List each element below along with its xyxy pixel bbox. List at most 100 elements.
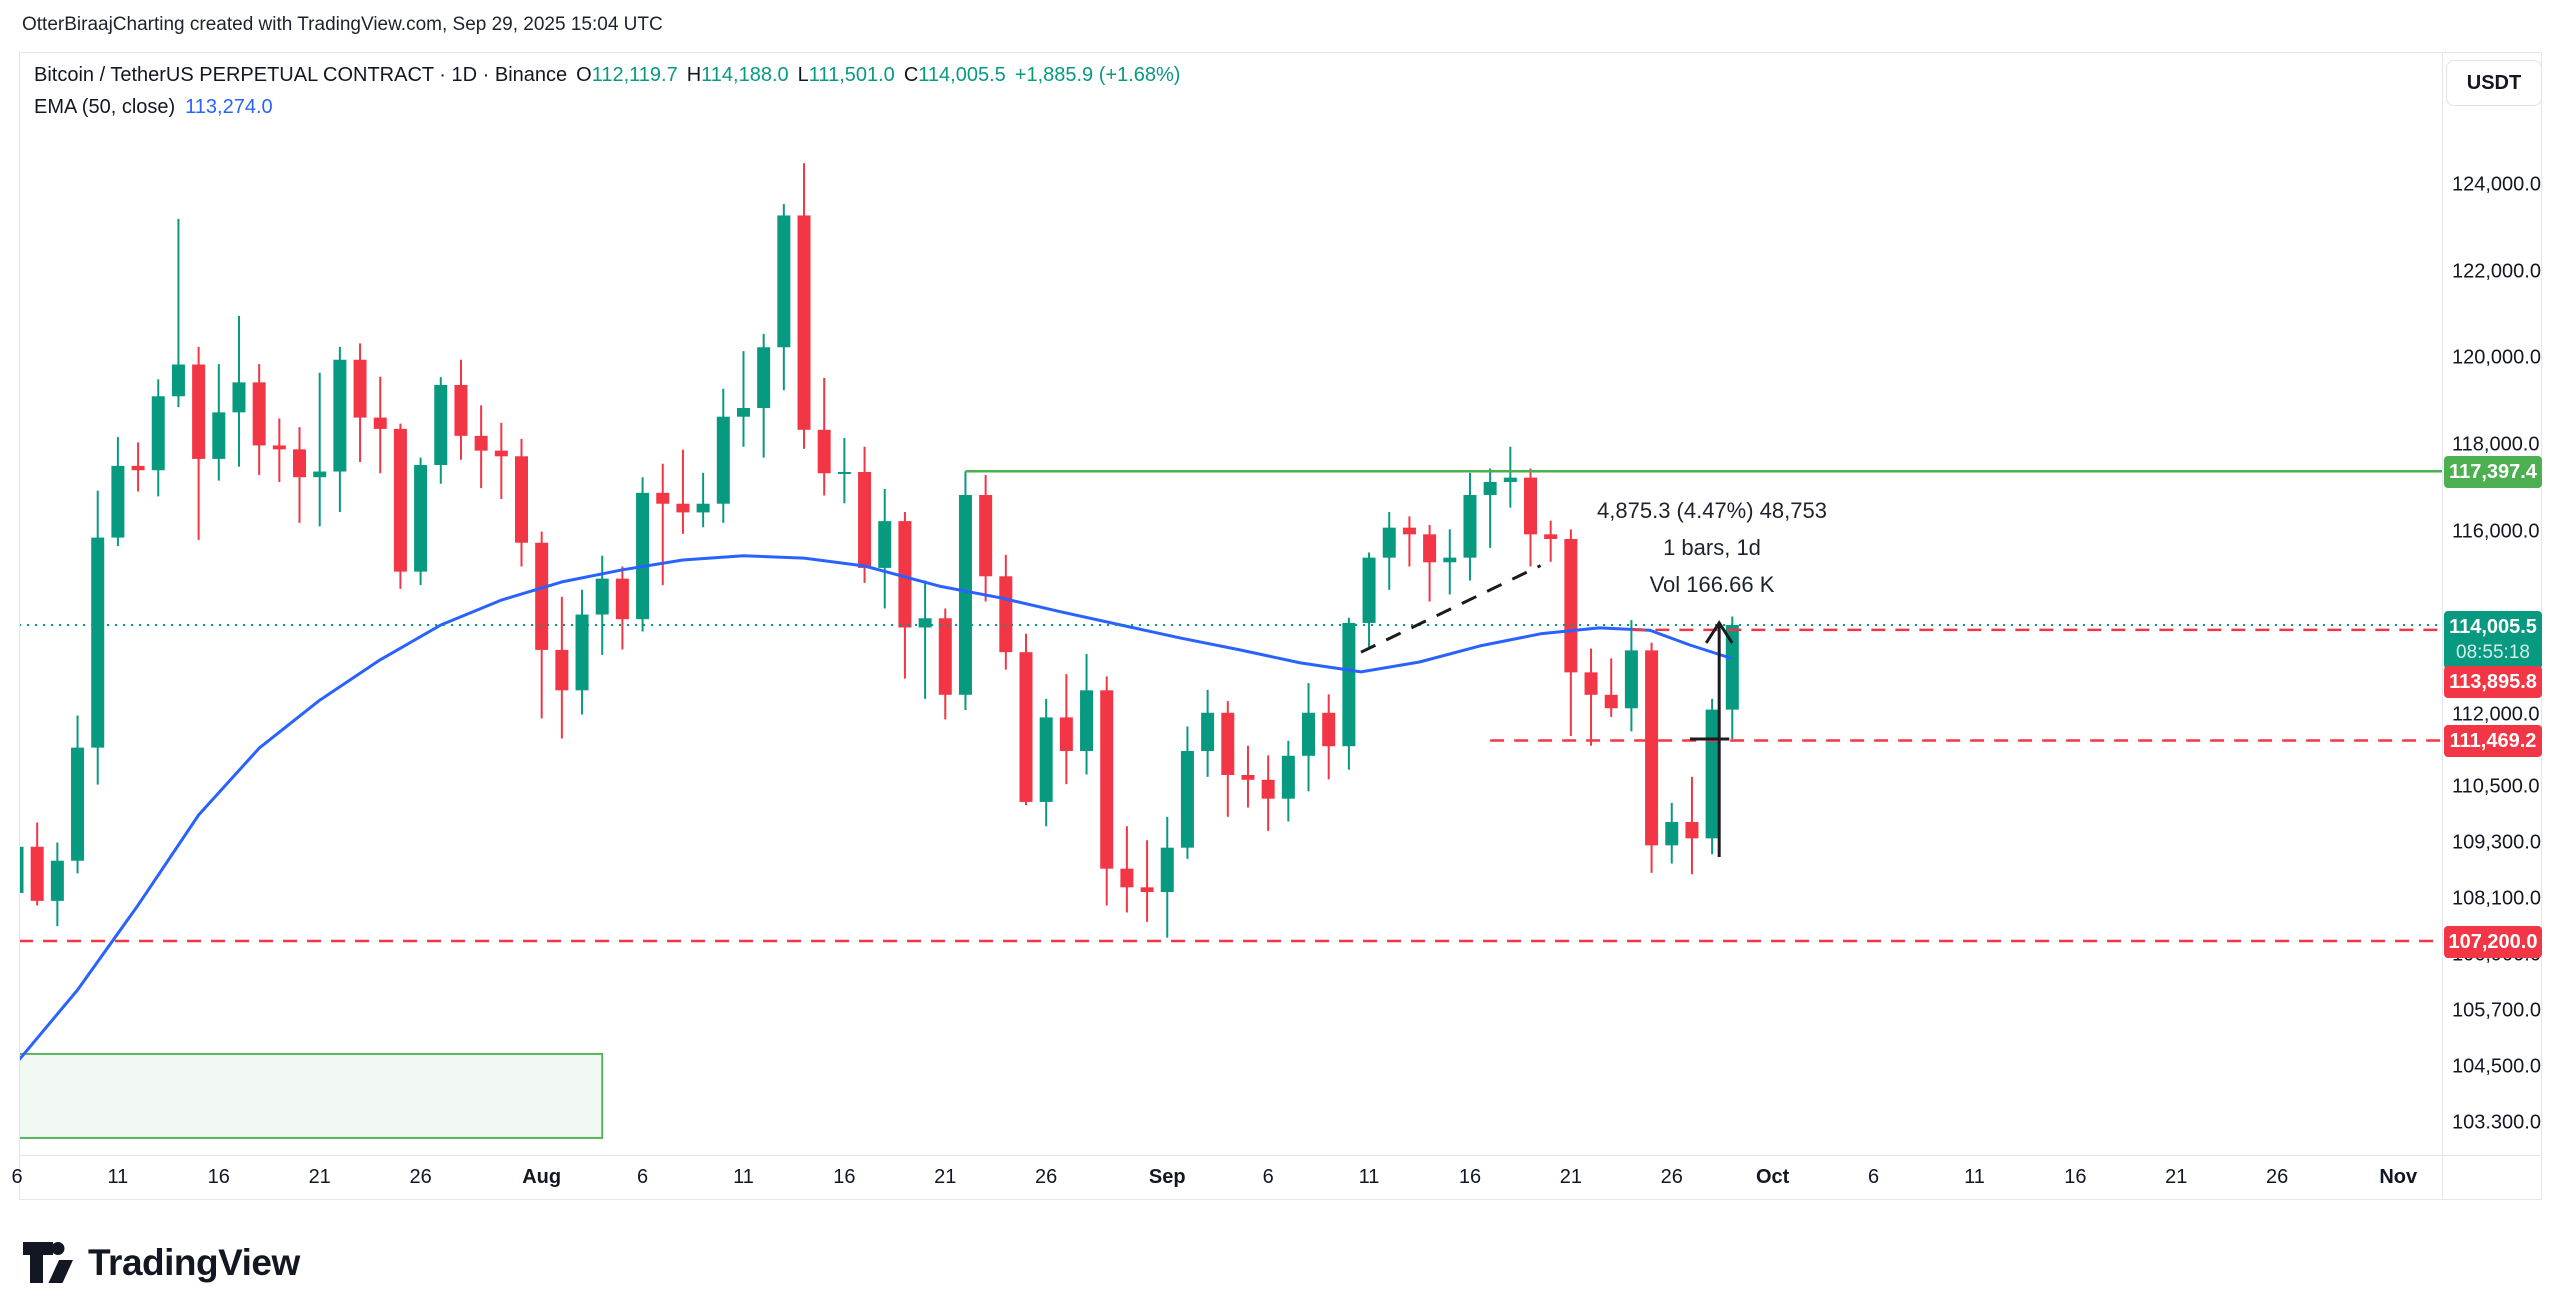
- price-tick-label: 120,000.0: [2452, 346, 2541, 369]
- time-tick-label: 26: [409, 1166, 432, 1188]
- time-tick-label: 16: [1458, 1166, 1482, 1188]
- price-tick-label: 104,500.0: [2452, 1055, 2541, 1078]
- time-tick-label: 6: [1262, 1166, 1274, 1188]
- price-axis-badge: 113,895.8: [2444, 666, 2542, 698]
- price-tick-label: 116,000.0: [2452, 520, 2540, 543]
- candle-body: [1120, 868, 1134, 888]
- candle-body: [1524, 477, 1537, 535]
- candle-body: [676, 503, 690, 513]
- candle-body: [50, 860, 64, 901]
- candle-body: [131, 465, 145, 471]
- price-tick-label: 103.300.0: [2452, 1111, 2541, 1134]
- candle-body: [1140, 887, 1154, 892]
- high-value: H114,188.0: [686, 64, 789, 86]
- candle-body: [212, 412, 226, 459]
- symbol-legend[interactable]: Bitcoin / TetherUS PERPETUAL CONTRACT · …: [34, 64, 1180, 87]
- candle-body: [898, 521, 912, 628]
- candle-body: [232, 382, 246, 413]
- measure-volume: Vol 166.66 K: [1649, 572, 1775, 597]
- candle-body: [1705, 709, 1719, 839]
- candle-body: [1039, 717, 1053, 802]
- candle-body: [535, 542, 549, 650]
- candle-body: [515, 456, 528, 543]
- time-tick-label: 6: [11, 1166, 23, 1188]
- candle-body: [1503, 477, 1517, 482]
- candle-body: [595, 578, 609, 615]
- candle-body: [373, 417, 387, 429]
- candle-body: [434, 384, 448, 466]
- candle-body: [151, 396, 165, 471]
- measure-bars: 1 bars, 1d: [1663, 535, 1761, 560]
- candle-body: [19, 846, 24, 893]
- change-value: +1,885.9 (+1.68%): [1014, 64, 1181, 86]
- candle-body: [918, 618, 932, 628]
- price-axis-badge: 117,397.4: [2444, 456, 2542, 489]
- price-tick-label: 124,000.0: [2452, 173, 2541, 196]
- candle-body: [938, 618, 952, 695]
- candle-body: [353, 359, 367, 418]
- price-tick-label: 109,300.0: [2452, 831, 2541, 854]
- price-axis-badge: 107,200.0: [2444, 926, 2542, 958]
- candle-body: [494, 450, 508, 457]
- candle-body: [1423, 534, 1437, 563]
- candle-body: [30, 846, 44, 901]
- time-tick-label: Sep: [1148, 1166, 1186, 1188]
- up-arrow-head: [1704, 620, 1734, 644]
- time-tick-label: 21: [308, 1166, 331, 1188]
- time-tick-label: 16: [833, 1166, 856, 1188]
- candle-body: [1402, 527, 1416, 535]
- ema-line: [19, 554, 1732, 1063]
- candle-body: [636, 492, 650, 620]
- candle-body: [1544, 534, 1558, 539]
- candle-body: [1645, 650, 1659, 846]
- candle-body: [1483, 481, 1497, 496]
- time-tick-label: Oct: [1755, 1166, 1790, 1188]
- time-tick-label: 26: [2266, 1166, 2289, 1188]
- candle-body: [1725, 625, 1739, 710]
- currency-toggle-button[interactable]: USDT: [2446, 60, 2542, 106]
- price-axis-badge: 114,005.5 08:55:18: [2444, 611, 2542, 669]
- candle-body: [272, 445, 286, 450]
- candle-body: [111, 465, 125, 538]
- time-tick-label: 21: [2165, 1166, 2188, 1188]
- attribution-text: OtterBiraajCharting created with Trading…: [22, 14, 663, 35]
- candle-body: [716, 416, 730, 504]
- candle-body: [1221, 712, 1235, 775]
- candle-body: [1624, 650, 1638, 709]
- candle-body: [736, 408, 750, 417]
- candle-body: [1322, 712, 1336, 747]
- ema-indicator-legend[interactable]: EMA (50, close) 113,274.0: [34, 96, 273, 119]
- tradingview-mark-icon: [23, 1242, 73, 1283]
- time-tick-label: 21: [1559, 1166, 1582, 1188]
- candle-body: [1019, 652, 1033, 802]
- price-tick-label: 118,000.0: [2452, 433, 2540, 456]
- candle-body: [1302, 712, 1316, 756]
- time-tick-label: 11: [733, 1166, 754, 1188]
- candle-body: [1584, 672, 1598, 695]
- candle-body: [71, 747, 85, 861]
- time-tick-label: 26: [1035, 1166, 1058, 1188]
- close-value: C114,005.5: [903, 64, 1006, 86]
- candle-body: [777, 215, 791, 348]
- price-tick-label: 105,700.0: [2452, 999, 2541, 1022]
- candle-body: [333, 359, 347, 472]
- candle-body: [958, 495, 972, 695]
- candle-body: [171, 364, 185, 397]
- time-tick-label: 11: [1964, 1166, 1985, 1188]
- candle-body: [1059, 717, 1073, 751]
- candle-body: [1281, 755, 1295, 799]
- candle-body: [192, 364, 206, 459]
- tradingview-wordmark: TradingView: [88, 1242, 300, 1283]
- candle-body: [1261, 779, 1275, 799]
- candle-body: [656, 492, 670, 504]
- candle-body: [1382, 527, 1396, 558]
- candle-body: [817, 429, 831, 474]
- candle-body: [414, 465, 428, 572]
- time-tick-label: 16: [207, 1166, 230, 1188]
- time-tick-label: 6: [637, 1166, 649, 1188]
- tradingview-logo[interactable]: TradingView: [22, 1238, 300, 1288]
- time-tick-label: 6: [1867, 1166, 1880, 1188]
- low-value: L111,501.0: [797, 64, 895, 86]
- countdown-timer: 08:55:18: [2456, 642, 2530, 663]
